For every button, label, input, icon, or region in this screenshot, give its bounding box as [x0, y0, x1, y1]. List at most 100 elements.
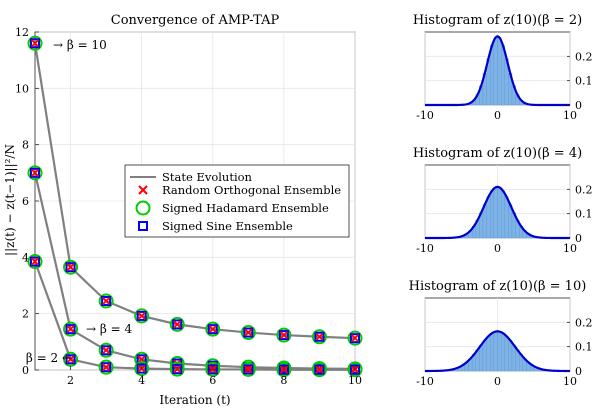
histogram-ytick-label: 0.2 — [575, 183, 593, 196]
histogram-bar — [486, 196, 491, 239]
sine-point — [172, 364, 183, 375]
histogram-bar — [493, 37, 498, 106]
histogram-bar — [490, 45, 495, 106]
hadamard-point — [276, 327, 292, 343]
histogram-xtick-label: -10 — [416, 242, 434, 255]
hadamard-point — [276, 362, 292, 378]
histogram-xtick-label: 0 — [494, 375, 501, 388]
histogram-density-curve — [424, 185, 571, 240]
histogram-bar — [497, 37, 502, 106]
hadamard-point — [98, 293, 114, 309]
hadamard-point — [240, 361, 256, 377]
histogram-bar — [497, 187, 502, 239]
histogram-bar — [490, 333, 495, 372]
orthogonal-point — [173, 320, 182, 329]
hadamard-point — [27, 35, 43, 51]
hadamard-point — [347, 362, 363, 378]
orthogonal-point — [66, 263, 75, 272]
orthogonal-point — [30, 39, 40, 48]
histogram-bar — [511, 344, 516, 372]
orthogonal-point — [173, 365, 182, 374]
histogram-title: Histogram of z(10)(β = 4) — [413, 146, 582, 161]
hadamard-point — [169, 316, 185, 332]
histogram-ytick-label: 0 — [575, 365, 582, 378]
histogram-density-curve — [424, 330, 571, 373]
orthogonal-point — [244, 328, 253, 337]
main-ylabel: ||z(t) − z(t−1)||²/N — [3, 144, 17, 256]
sine-point — [30, 167, 40, 178]
histogram-xtick-label: -10 — [416, 109, 434, 122]
state-evolution-line — [33, 261, 355, 371]
hadamard-point — [169, 361, 185, 377]
histogram-xtick-label: 10 — [563, 375, 577, 388]
state-evolution-line — [33, 172, 356, 370]
sine-point — [30, 38, 40, 49]
histogram-bar — [490, 190, 495, 239]
hadamard-point — [134, 351, 150, 367]
orthogonal-point — [208, 325, 217, 334]
orthogonal-point — [279, 330, 289, 340]
legend-label-state-evolution: State Evolution — [162, 170, 253, 184]
main-ytick-label: 4 — [22, 251, 29, 264]
histogram-xtick-label: 0 — [494, 242, 501, 255]
legend-square-marker — [138, 221, 148, 231]
sine-point — [207, 324, 218, 335]
histogram-ytick-label: 0.1 — [575, 75, 593, 88]
legend-label-signed-sine: Signed Sine Ensemble — [162, 219, 293, 233]
histogram-ytick-label: 0.2 — [575, 316, 593, 329]
hadamard-point — [311, 329, 327, 345]
hadamard-point — [134, 361, 150, 377]
orthogonal-point — [101, 296, 111, 306]
hadamard-point — [240, 325, 256, 341]
sine-point — [101, 345, 112, 356]
histogram-xtick-label: 10 — [563, 109, 577, 122]
sine-point — [314, 331, 325, 342]
hadamard-point — [63, 259, 79, 275]
histogram-bar — [493, 331, 498, 372]
sine-point — [350, 333, 360, 344]
histogram-density-curve — [425, 35, 570, 107]
main-ytick-label: 2 — [22, 308, 29, 321]
orthogonal-point — [101, 363, 111, 372]
annotations: → β = 10 → β = 4 β = 2 ← — [26, 38, 133, 365]
hadamard-point — [63, 321, 79, 337]
sine-point — [207, 364, 218, 375]
main-title: Convergence of AMP-TAP — [111, 13, 280, 28]
histogram-bar — [500, 190, 505, 239]
hadamard-point — [98, 359, 114, 375]
sine-point — [136, 310, 147, 321]
hadamard-point — [27, 254, 43, 270]
histogram-bar — [500, 333, 505, 372]
histogram-ytick-label: 0.1 — [575, 208, 593, 221]
histogram-xtick-label: 10 — [563, 242, 577, 255]
orthogonal-point — [315, 365, 324, 374]
main-xtick-label: 6 — [209, 374, 216, 387]
sine-point — [243, 364, 254, 375]
annotation-beta-2: β = 2 ← — [26, 351, 72, 365]
main-chart: 2 4 6 8 10 0 2 4 6 8 10 12 Convergence of AMP-TAP I… — [3, 13, 363, 407]
histogram-title: Histogram of z(10)(β = 2) — [413, 13, 582, 28]
histogram-bar — [497, 331, 502, 372]
sine-point — [136, 363, 147, 374]
orthogonal-point — [350, 334, 360, 343]
hadamard-point — [311, 362, 327, 378]
state-evolution-line — [33, 43, 356, 340]
sine-point — [65, 324, 76, 335]
hadamard-point — [98, 342, 114, 358]
histogram-bar — [486, 336, 491, 372]
sine-point — [278, 330, 289, 341]
sine-point — [65, 262, 76, 273]
main-ytick-label: 8 — [22, 139, 29, 152]
histogram-bar — [493, 187, 498, 239]
sine-point — [65, 354, 76, 365]
legend-label-random-orthogonal: Random Orthogonal Ensemble — [162, 183, 341, 197]
main-ytick-label: 0 — [22, 364, 29, 377]
orthogonal-point — [137, 311, 146, 321]
histogram-xtick-label: -10 — [416, 375, 434, 388]
histogram-bar — [504, 196, 509, 239]
orthogonal-point — [315, 332, 324, 341]
histogram-ytick-label: 0 — [575, 232, 582, 245]
